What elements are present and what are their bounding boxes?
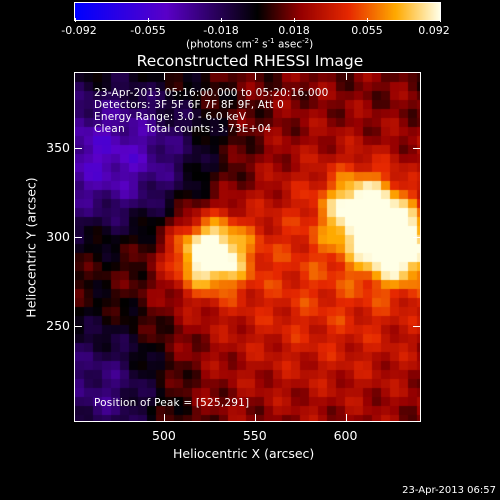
- footer-timestamp: 23-Apr-2013 06:57: [402, 485, 496, 496]
- x-tick-label: 500: [152, 428, 176, 443]
- y-tick-label: 350: [46, 139, 70, 155]
- y-tick-mark: [75, 237, 82, 239]
- y-axis-label: Heliocentric Y (arcsec): [23, 177, 39, 318]
- colorbar-units: (photons cm-2 s-1 asec-2): [186, 37, 314, 51]
- colorbar-tick-mark: [294, 18, 295, 22]
- colorbar-tick-label: 0.018: [278, 24, 310, 37]
- colorbar-frame: [74, 2, 441, 21]
- x-tick-mark: [254, 414, 256, 421]
- colorbar-tick-mark: [440, 18, 441, 22]
- y-tick-mark: [413, 147, 420, 149]
- chart-title: Reconstructed RHESSI Image: [136, 52, 364, 70]
- x-tick-mark: [254, 73, 256, 80]
- y-tick-label: 250: [46, 318, 70, 334]
- x-axis-label: Heliocentric X (arcsec): [173, 446, 315, 461]
- heatmap-image: [75, 73, 420, 421]
- x-tick-mark: [345, 414, 347, 421]
- annotation-energy: Energy Range: 3.0 - 6.0 keV: [94, 111, 247, 123]
- x-tick-mark: [345, 73, 347, 80]
- annotation-detectors: Detectors: 3F 5F 6F 7F 8F 9F, Att 0: [94, 99, 285, 111]
- x-tick-label: 550: [242, 428, 267, 443]
- annotation-time-range: 23-Apr-2013 05:16:00.000 to 05:20:16.000: [94, 87, 329, 99]
- colorbar-tick-mark: [367, 18, 368, 22]
- y-tick-mark: [413, 326, 420, 328]
- colorbar-tick-label: -0.018: [203, 24, 239, 37]
- colorbar-tick-mark: [148, 18, 149, 22]
- colorbar-tick-mark: [221, 18, 222, 22]
- x-tick-mark: [163, 73, 165, 80]
- colorbar: [75, 3, 440, 20]
- colorbar-tick-mark: [75, 18, 76, 22]
- x-tick-mark: [163, 414, 165, 421]
- x-tick-label: 600: [333, 428, 358, 443]
- y-tick-mark: [75, 326, 82, 328]
- colorbar-tick-label: -0.055: [130, 24, 166, 37]
- colorbar-tick-label: -0.092: [61, 24, 97, 37]
- annotation-total-counts: Total counts: 3.73E+04: [145, 123, 272, 135]
- y-tick-mark: [75, 147, 82, 149]
- annotation-clean: Clean: [94, 123, 125, 135]
- plot-frame: [74, 72, 421, 422]
- colorbar-tick-label: 0.092: [418, 24, 450, 37]
- y-tick-label: 300: [46, 229, 70, 245]
- colorbar-tick-label: 0.055: [351, 24, 383, 37]
- y-tick-mark: [413, 237, 420, 239]
- annotation-peak-position: Position of Peak = [525,291]: [94, 397, 250, 409]
